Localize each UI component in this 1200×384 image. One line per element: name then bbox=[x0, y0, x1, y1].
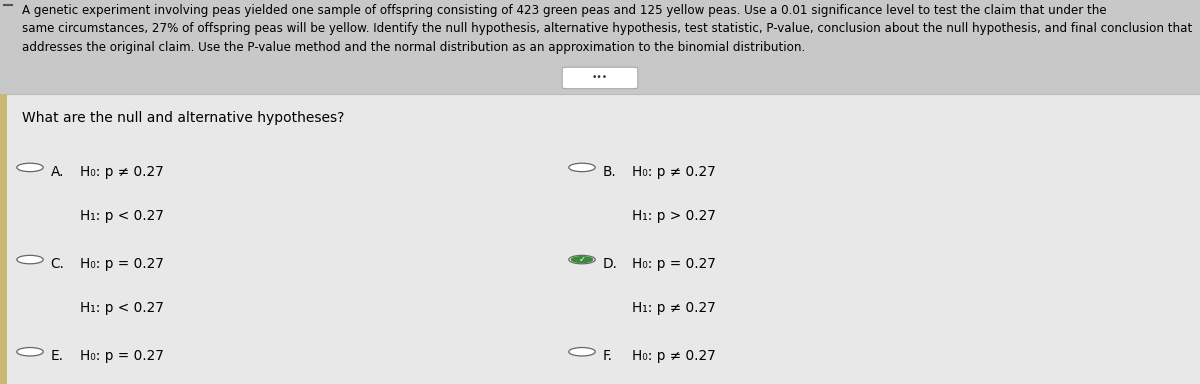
Text: H₁: p ≠ 0.27: H₁: p ≠ 0.27 bbox=[632, 301, 716, 315]
Text: H₀: p = 0.27: H₀: p = 0.27 bbox=[632, 257, 716, 271]
Text: ✓: ✓ bbox=[578, 255, 586, 264]
Text: D.: D. bbox=[602, 257, 617, 271]
Text: A.: A. bbox=[50, 165, 64, 179]
Circle shape bbox=[17, 255, 43, 264]
Text: H₀: p = 0.27: H₀: p = 0.27 bbox=[80, 349, 164, 363]
Text: What are the null and alternative hypotheses?: What are the null and alternative hypoth… bbox=[22, 111, 344, 125]
Text: H₁: p < 0.27: H₁: p < 0.27 bbox=[80, 209, 164, 223]
Text: H₀: p ≠ 0.27: H₀: p ≠ 0.27 bbox=[632, 349, 716, 363]
Text: F.: F. bbox=[602, 349, 612, 363]
Text: A genetic experiment involving peas yielded one sample of offspring consisting o: A genetic experiment involving peas yiel… bbox=[22, 4, 1192, 54]
Circle shape bbox=[569, 255, 595, 264]
Text: H₀: p ≠ 0.27: H₀: p ≠ 0.27 bbox=[80, 165, 164, 179]
Text: H₁: p < 0.27: H₁: p < 0.27 bbox=[80, 301, 164, 315]
Text: •••: ••• bbox=[592, 73, 608, 83]
FancyBboxPatch shape bbox=[562, 67, 638, 89]
Bar bbox=[0, 0, 1200, 94]
Circle shape bbox=[569, 163, 595, 172]
Circle shape bbox=[569, 348, 595, 356]
Bar bbox=[0, 94, 1200, 384]
Circle shape bbox=[17, 163, 43, 172]
Text: H₀: p = 0.27: H₀: p = 0.27 bbox=[80, 257, 164, 271]
Text: B.: B. bbox=[602, 165, 616, 179]
Text: H₀: p ≠ 0.27: H₀: p ≠ 0.27 bbox=[632, 165, 716, 179]
Circle shape bbox=[571, 256, 593, 263]
Bar bbox=[0, 94, 7, 384]
Text: H₁: p > 0.27: H₁: p > 0.27 bbox=[632, 209, 716, 223]
Text: C.: C. bbox=[50, 257, 65, 271]
Text: E.: E. bbox=[50, 349, 64, 363]
Circle shape bbox=[17, 348, 43, 356]
